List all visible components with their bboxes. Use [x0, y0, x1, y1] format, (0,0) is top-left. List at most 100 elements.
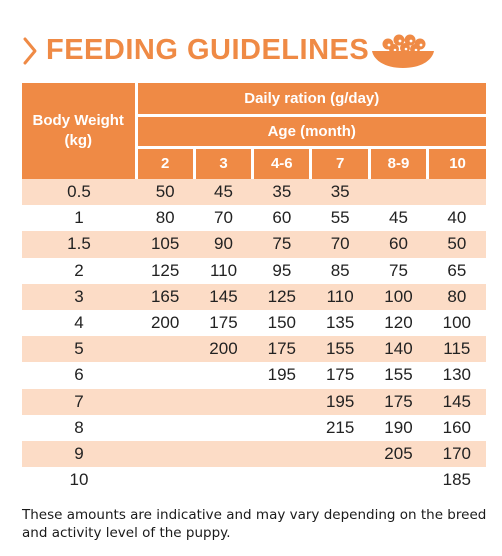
ration-cell: [252, 440, 311, 468]
weight-cell: 1.5: [22, 231, 136, 258]
table-row: 10 185: [22, 467, 486, 494]
ration-cell: 100: [369, 283, 428, 310]
ration-cell: 95: [252, 257, 311, 284]
ration-cell: 165: [136, 283, 195, 310]
table-row: 5 200 175 155 140 115: [22, 336, 486, 363]
feeding-table: Body Weight (kg) Daily ration (g/day) Ag…: [22, 83, 486, 494]
chevron-right-icon: [23, 37, 37, 65]
ration-cell: [369, 179, 428, 206]
ration-cell: 45: [194, 179, 253, 206]
ration-cell: 70: [194, 205, 253, 232]
table-row: 9 205 170: [22, 440, 486, 468]
ration-cell: 155: [310, 336, 370, 363]
ration-cell: 75: [252, 231, 311, 258]
table-row: 4 200 175 150 135 120 100: [22, 309, 486, 337]
month-header: 7: [309, 147, 370, 179]
page-title: FEEDING GUIDELINES: [46, 34, 370, 66]
month-header: 10: [426, 147, 486, 179]
weight-cell: 3: [22, 283, 136, 310]
weight-cell: 5: [22, 336, 136, 363]
ration-cell: 35: [310, 179, 370, 206]
ration-cell: [194, 440, 253, 468]
ration-cell: 190: [369, 414, 428, 441]
ration-cell: 65: [427, 257, 486, 284]
weight-cell: 1: [22, 205, 136, 232]
ration-cell: 70: [310, 231, 370, 258]
ration-cell: 170: [427, 440, 486, 468]
ration-cell: 90: [194, 231, 253, 258]
ration-cell: [252, 388, 311, 415]
weight-cell: 10: [22, 467, 136, 494]
table-row: 2 125 110 95 85 75 65: [22, 257, 486, 284]
ration-cell: 45: [369, 205, 428, 232]
ration-cell: 80: [427, 283, 486, 310]
ration-cell: 195: [310, 388, 370, 415]
ration-cell: 80: [136, 205, 195, 232]
ration-cell: 60: [252, 205, 311, 232]
ration-cell: [252, 467, 311, 494]
feeding-guidelines-header: FEEDING GUIDELINES: [22, 30, 482, 74]
ration-cell: 100: [427, 309, 486, 337]
ration-cell: [136, 414, 195, 441]
ration-cell: [136, 362, 195, 389]
ration-cell: 140: [369, 336, 428, 363]
table-row: 0.5 50 45 35 35: [22, 179, 486, 206]
ration-cell: 40: [427, 205, 486, 232]
table-row: 7 195 175 145: [22, 388, 486, 415]
ration-cell: 185: [427, 467, 486, 494]
table-row: 6 195 175 155 130: [22, 362, 486, 389]
weight-cell: 0.5: [22, 179, 136, 206]
ration-cell: [194, 414, 253, 441]
ration-cell: [427, 179, 486, 206]
weight-cell: 4: [22, 309, 136, 337]
ration-cell: [310, 467, 370, 494]
ration-cell: [252, 414, 311, 441]
ration-cell: 125: [252, 283, 311, 310]
ration-cell: 110: [310, 283, 370, 310]
ration-cell: 150: [252, 309, 311, 337]
ration-cell: 120: [369, 309, 428, 337]
ration-cell: [194, 467, 253, 494]
ration-cell: 160: [427, 414, 486, 441]
ration-cell: [369, 467, 428, 494]
ration-cell: 200: [136, 309, 195, 337]
month-header: 8-9: [367, 147, 428, 179]
month-header: 4-6: [251, 147, 311, 179]
age-header: Age (month): [136, 115, 486, 149]
table-row: 1 80 70 60 55 45 40: [22, 205, 486, 232]
ration-cell: [136, 440, 195, 468]
table-row: 3 165 145 125 110 100 80: [22, 283, 486, 310]
ration-cell: 75: [369, 257, 428, 284]
ration-cell: 205: [369, 440, 428, 468]
ration-cell: [194, 362, 253, 389]
ration-cell: 110: [194, 257, 253, 284]
ration-cell: [136, 388, 195, 415]
body-weight-header: Body Weight (kg): [22, 83, 138, 179]
ration-cell: [136, 336, 195, 363]
ration-cell: 35: [252, 179, 311, 206]
month-header: 3: [192, 147, 253, 179]
footnote: These amounts are indicative and may var…: [22, 507, 487, 541]
ration-cell: 85: [310, 257, 370, 284]
ration-cell: 155: [369, 362, 428, 389]
ration-cell: 55: [310, 205, 370, 232]
daily-ration-header: Daily ration (g/day): [136, 83, 486, 117]
ration-cell: 175: [310, 362, 370, 389]
ration-cell: 215: [310, 414, 370, 441]
ration-cell: 195: [252, 362, 311, 389]
weight-cell: 6: [22, 362, 136, 389]
ration-cell: 175: [369, 388, 428, 415]
ration-cell: 200: [194, 336, 253, 363]
ration-cell: 145: [194, 283, 253, 310]
month-header: 2: [136, 147, 195, 179]
ration-cell: 145: [427, 388, 486, 415]
ration-cell: 105: [136, 231, 195, 258]
table-row: 1.5 105 90 75 70 60 50: [22, 231, 486, 258]
weight-cell: 8: [22, 414, 136, 441]
ration-cell: [194, 388, 253, 415]
ration-cell: 130: [427, 362, 486, 389]
weight-cell: 7: [22, 388, 136, 415]
ration-cell: 60: [369, 231, 428, 258]
weight-cell: 9: [22, 440, 136, 468]
ration-cell: 135: [310, 309, 370, 337]
